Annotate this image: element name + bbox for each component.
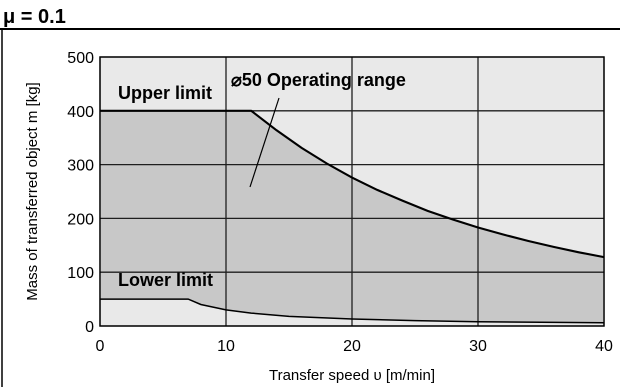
upper-limit-line bbox=[100, 109, 605, 259]
y-tick-label-400: 400 bbox=[67, 104, 94, 121]
operating-range-label: ⌀50 Operating range bbox=[231, 70, 406, 90]
x-tick-label-30: 30 bbox=[469, 338, 487, 355]
x-tick-label-20: 20 bbox=[343, 338, 361, 355]
y-tick-label-0: 0 bbox=[85, 319, 94, 336]
x-tick-label-10: 10 bbox=[217, 338, 235, 355]
upper-limit-label: Upper limit bbox=[118, 83, 212, 103]
x-tick-label-0: 0 bbox=[96, 338, 105, 355]
y-tick-label-500: 500 bbox=[67, 50, 94, 67]
y-axis-label: Mass of transferred object m [kg] bbox=[24, 82, 41, 300]
x-axis-label: Transfer speed υ [m/min] bbox=[269, 367, 435, 384]
y-tick-label-100: 100 bbox=[67, 265, 94, 282]
x-tick-label-40: 40 bbox=[595, 338, 613, 355]
lower-limit-line bbox=[100, 298, 605, 324]
lower-limit-label: Lower limit bbox=[118, 270, 213, 290]
y-tick-label-300: 300 bbox=[67, 158, 94, 175]
y-tick-label-200: 200 bbox=[67, 211, 94, 228]
operating-range-pointer bbox=[249, 97, 280, 188]
condition-label: μ = 0.1 bbox=[3, 6, 66, 28]
plot-frame bbox=[99, 56, 605, 327]
